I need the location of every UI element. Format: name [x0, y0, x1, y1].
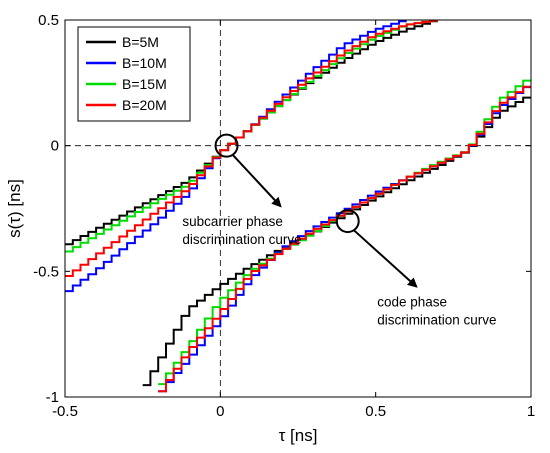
- y-tick-label: -1: [46, 389, 59, 406]
- annotation-arrow: [231, 153, 282, 208]
- legend-label: B=15M: [122, 76, 167, 92]
- x-tick-label: -0.5: [52, 403, 78, 420]
- annotation-text: discrimination curve: [182, 232, 301, 247]
- annotation-text: discrimination curve: [377, 312, 496, 327]
- y-tick-label: -0.5: [33, 263, 59, 280]
- axes: -0.5 0 0.5 1-1-0.500.5τ [ns]s(τ) [ns]: [5, 12, 535, 445]
- legend: B=5M B=10M B=15M B=20M: [77, 26, 191, 122]
- x-tick-label: 0.5: [365, 403, 386, 420]
- annotation-text: subcarrier phase: [182, 214, 283, 229]
- annotation-marker: [335, 209, 360, 234]
- y-tick-label: 0: [51, 138, 59, 155]
- x-tick-label: 0: [216, 403, 224, 420]
- y-tick-label: 0.5: [38, 12, 59, 29]
- annotations: subcarrier phase discrimination curve code…: [182, 133, 496, 327]
- x-tick-label: 1: [527, 403, 535, 420]
- series-line-subcarrier-3: [65, 20, 438, 277]
- series-line-code-3: [158, 85, 531, 393]
- annotation-text: code phase: [377, 294, 447, 309]
- legend-label: B=20M: [122, 97, 167, 113]
- legend-label: B=10M: [122, 55, 167, 71]
- legend-label: B=5M: [122, 34, 159, 50]
- x-axis-title: τ [ns]: [279, 426, 318, 445]
- annotation-arrow: [353, 229, 418, 288]
- annotation-marker: [214, 133, 239, 158]
- y-axis-title: s(τ) [ns]: [5, 179, 24, 238]
- axes-frame: [64, 19, 532, 398]
